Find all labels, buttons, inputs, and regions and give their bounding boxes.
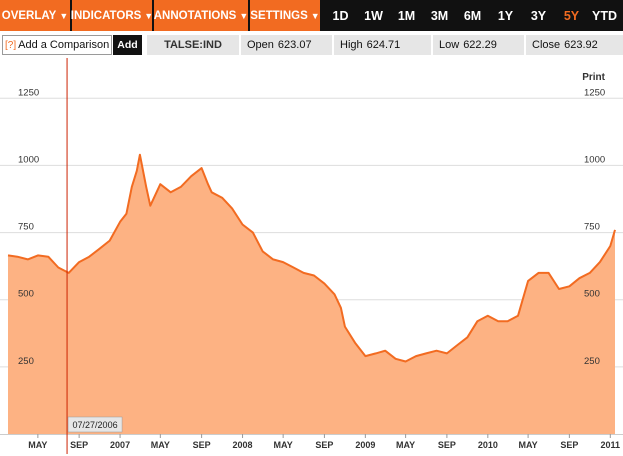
open-label: Open	[247, 39, 274, 51]
high-value: High 624.71	[334, 35, 431, 55]
overlay-menu-button[interactable]: OVERLAY ▼	[0, 0, 72, 31]
add-comparison-button[interactable]: Add	[113, 35, 142, 55]
range-button-5y[interactable]: 5Y	[563, 8, 580, 23]
add-comparison-input[interactable]: [?] Add a Comparison	[2, 35, 112, 55]
range-button-1y[interactable]: 1Y	[497, 8, 514, 23]
indicators-label: INDICATORS	[70, 9, 142, 22]
time-range-selector: 1D 1W 1M 3M 6M 1Y 3Y 5Y YTD	[324, 0, 621, 31]
high-number: 624.71	[366, 39, 401, 51]
range-button-3y[interactable]: 3Y	[530, 8, 547, 23]
y-tick-left-1250: 1250	[18, 87, 39, 98]
x-tick-label: 2010	[478, 440, 498, 450]
range-button-1w[interactable]: 1W	[364, 8, 383, 23]
toolbar: OVERLAY ▼ INDICATORS ▼ ANNOTATIONS ▼ SET…	[0, 0, 623, 31]
x-tick-label: 2011	[601, 440, 621, 450]
add-comparison-placeholder: Add a Comparison	[18, 39, 110, 51]
low-label: Low	[439, 39, 460, 51]
y-tick-left-1000: 1000	[18, 154, 39, 165]
chart-canvas[interactable]: 250 250 500 500 750 750 1000 1000 1250 1250 MAY SEP…	[0, 58, 623, 456]
series-area	[8, 154, 615, 434]
close-value: Close 623.92	[526, 35, 623, 55]
x-tick-label: 2008	[233, 440, 253, 450]
range-button-1m[interactable]: 1M	[397, 8, 416, 23]
chevron-down-icon: ▼	[310, 10, 320, 21]
x-tick-label: SEP	[70, 440, 88, 450]
chevron-down-icon: ▼	[239, 10, 249, 21]
x-tick-label: SEP	[315, 440, 333, 450]
annotations-menu-button[interactable]: ANNOTATIONS ▼	[154, 0, 250, 31]
x-tick-label: MAY	[274, 440, 293, 450]
cursor-date-box	[67, 416, 123, 433]
x-tick-label: SEP	[193, 440, 211, 450]
annotations-label: ANNOTATIONS	[153, 9, 237, 22]
x-tick-label: MAY	[28, 440, 47, 450]
y-tick-right-1250: 1250	[584, 87, 605, 98]
quote-info-bar: [?] Add a Comparison Add TALSE:IND Open 6…	[0, 31, 623, 58]
chevron-down-icon: ▼	[144, 10, 154, 21]
y-tick-left-250: 250	[18, 356, 34, 367]
x-tick-label: SEP	[560, 440, 578, 450]
cursor-date-label: 07/27/2006	[73, 420, 118, 430]
indicators-menu-button[interactable]: INDICATORS ▼	[70, 0, 154, 31]
y-tick-left-750: 750	[18, 222, 34, 233]
x-tick-label: SEP	[438, 440, 456, 450]
print-button[interactable]: Print	[582, 72, 605, 83]
x-tick-label: 2009	[355, 440, 375, 450]
close-number: 623.92	[564, 39, 598, 51]
symbol-label: TALSE:IND	[147, 35, 239, 55]
x-tick-label: MAY	[151, 440, 170, 450]
x-tick-label: MAY	[519, 440, 538, 450]
low-value: Low 622.29	[433, 35, 524, 55]
high-label: High	[340, 39, 363, 51]
y-tick-right-500: 500	[584, 289, 600, 300]
range-button-ytd[interactable]: YTD	[592, 8, 617, 23]
y-tick-right-1000: 1000	[584, 154, 605, 165]
x-tick-label: 2007	[110, 440, 130, 450]
range-button-1d[interactable]: 1D	[332, 8, 349, 23]
chevron-down-icon: ▼	[59, 10, 69, 21]
open-number: 623.07	[277, 39, 312, 51]
settings-menu-button[interactable]: SETTINGS ▼	[250, 0, 322, 31]
x-tick-label: MAY	[396, 440, 415, 450]
series-line	[7, 153, 616, 363]
y-tick-right-750: 750	[584, 222, 600, 233]
overlay-label: OVERLAY	[1, 9, 57, 22]
help-icon[interactable]: [?]	[5, 39, 17, 51]
range-button-6m[interactable]: 6M	[463, 8, 482, 23]
y-tick-right-250: 250	[584, 356, 600, 367]
settings-label: SETTINGS	[250, 9, 308, 22]
range-button-3m[interactable]: 3M	[430, 8, 449, 23]
low-number: 622.29	[463, 39, 497, 51]
y-tick-left-500: 500	[18, 289, 34, 300]
price-chart[interactable]: Print 250 250 500 500 750 750 1000 1000 1250 1250…	[0, 58, 623, 456]
x-axis-strip	[0, 434, 623, 456]
close-label: Close	[532, 39, 561, 51]
open-value: Open 623.07	[241, 35, 332, 55]
